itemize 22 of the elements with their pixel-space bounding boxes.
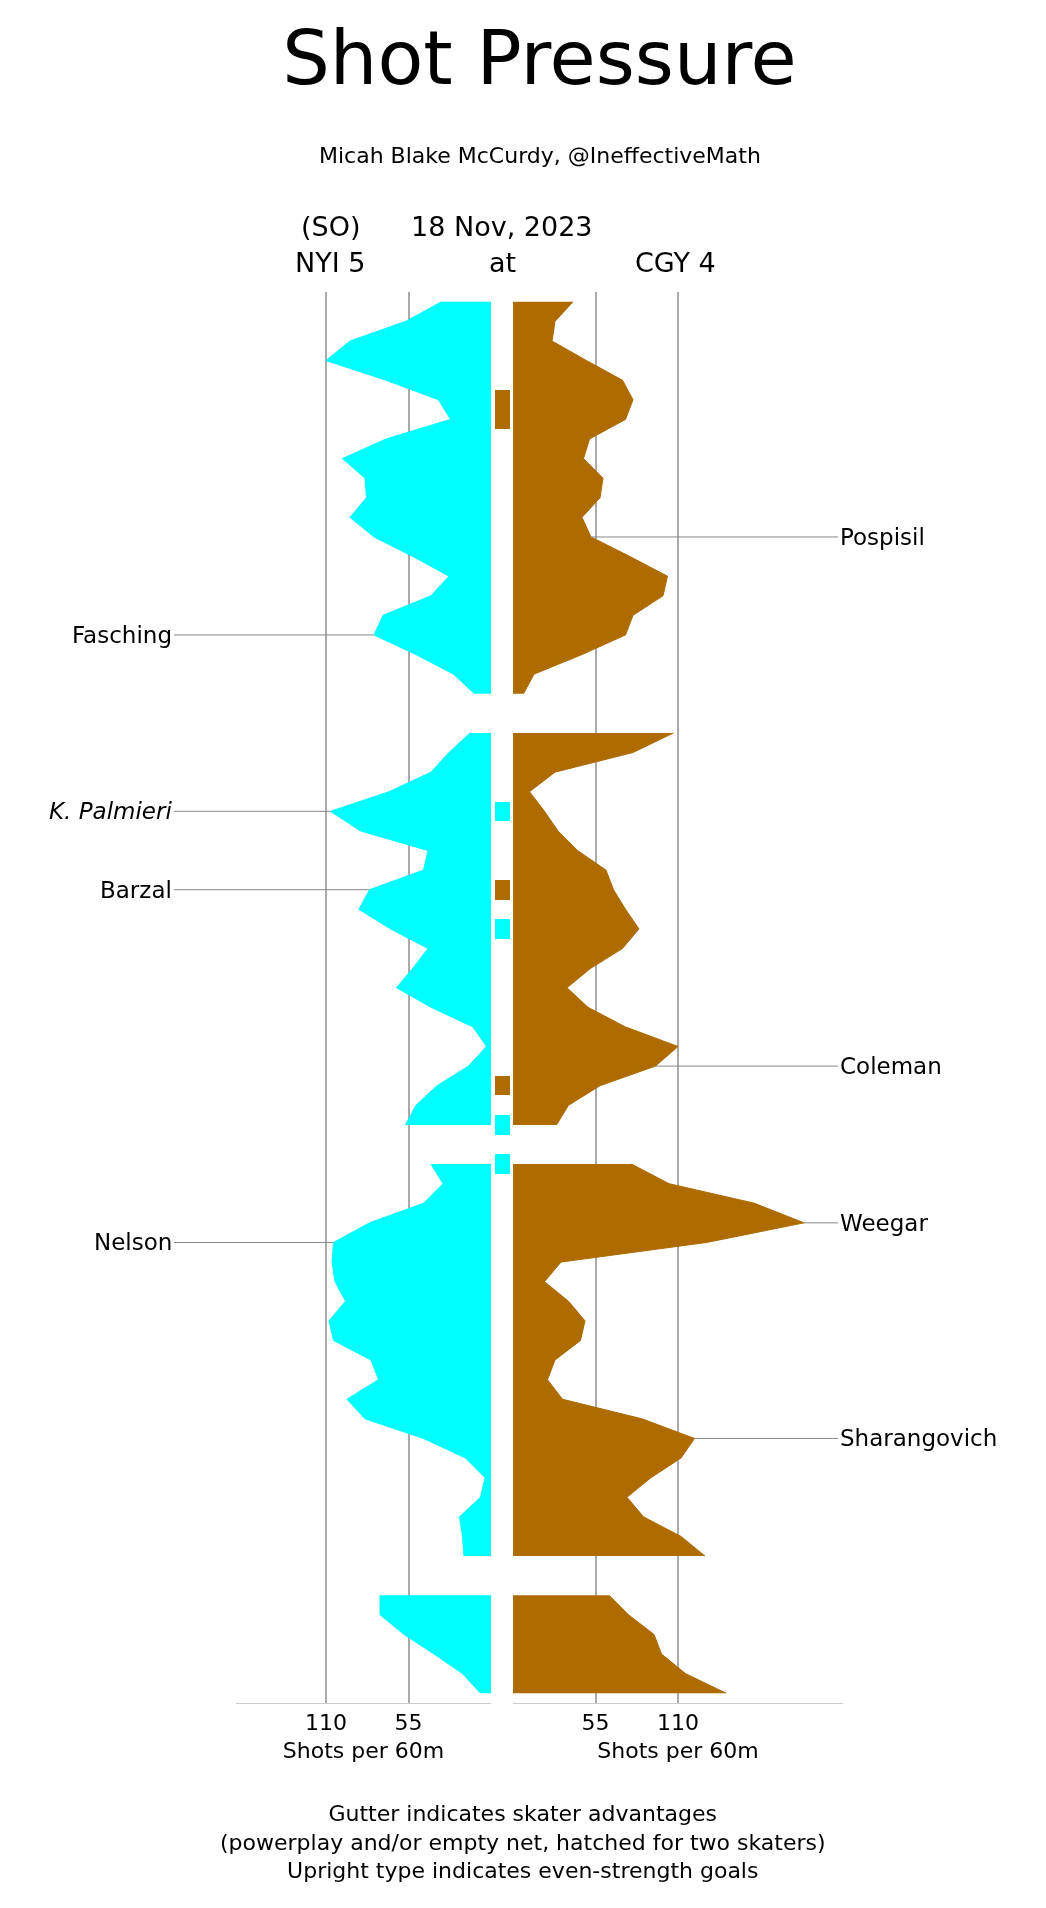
text: Micah Blake McCurdy, @IneffectiveMath — [319, 143, 761, 168]
x-axis-title: Shots per 60m — [282, 1738, 445, 1764]
x-axis-title: Shots per 60m — [597, 1738, 759, 1764]
text: Gutter indicates skater advantages (powerplay and/or empty net, hatched for two skaters) Upright type indicates even-strength goals — [220, 1801, 826, 1884]
annotation: Weegar — [840, 1210, 929, 1236]
x-tick-label: 110 — [305, 1710, 347, 1736]
annotation: Pospisil — [840, 524, 925, 550]
text: CGY 4 — [635, 247, 716, 278]
text: NYI 5 — [295, 247, 366, 278]
x-tick-label: 110 — [657, 1710, 699, 1736]
text: 18 Nov, 2023 — [411, 211, 593, 242]
chart-title: Shot Pressure — [282, 14, 797, 103]
text: at — [489, 247, 517, 278]
x-tick-label: 55 — [581, 1710, 610, 1736]
text: Barzal — [100, 877, 172, 903]
annotation: Sharangovich — [840, 1425, 998, 1451]
x-tick-label: 55 — [394, 1710, 423, 1736]
annotation: Coleman — [840, 1053, 942, 1079]
text: K. Palmieri — [49, 798, 173, 824]
text: (SO) — [301, 211, 361, 242]
text: Fasching — [72, 622, 172, 648]
text: Nelson — [94, 1229, 173, 1255]
